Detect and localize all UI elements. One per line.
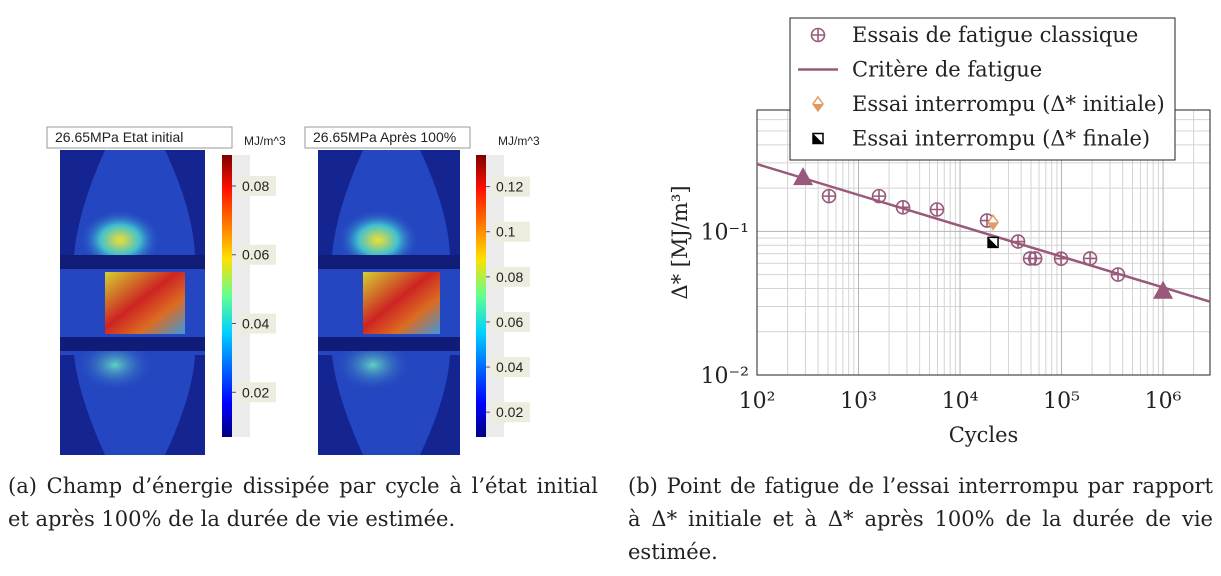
image-title: 26.65MPa Après 100% xyxy=(313,129,456,145)
marker-plus xyxy=(930,203,944,217)
title-box xyxy=(46,126,233,149)
x-tick-label: 10⁵ xyxy=(1043,389,1080,414)
colorbar-bg xyxy=(486,155,504,437)
marker-plus xyxy=(811,28,825,42)
tick-label-bg xyxy=(492,221,530,242)
colorbar-tick-label: 0.12 xyxy=(496,179,523,195)
field-image: 26.65MPa Après 100% MJ/m^3 0.12 0.1 0.08 0.06… xyxy=(304,126,540,455)
warm-zone xyxy=(335,339,411,391)
colorbar-tick-label: 0.06 xyxy=(496,314,523,330)
slot xyxy=(318,337,460,351)
tick-label-bg xyxy=(492,311,530,332)
tick-label-bg xyxy=(238,313,276,334)
colorbar-label: MJ/m^3 xyxy=(244,134,286,148)
legend-label: Essais de fatigue classique xyxy=(852,23,1138,47)
colorbar-bg xyxy=(232,155,250,437)
specimen-edge xyxy=(318,355,363,455)
marker-triangle xyxy=(793,167,814,186)
specimen-edge xyxy=(60,355,105,455)
tick-label-bg xyxy=(492,176,530,197)
tick-label-bg xyxy=(492,266,530,287)
colorbar xyxy=(222,155,232,437)
marker-diamond-half xyxy=(813,104,823,111)
marker-square-half xyxy=(813,133,823,144)
slot xyxy=(60,255,205,269)
colorbar-tick-label: 0.04 xyxy=(242,316,269,332)
marker-plus xyxy=(1028,251,1042,265)
slot xyxy=(60,337,205,351)
colorbar-tick-label: 0.1 xyxy=(496,224,516,240)
y-axis-label: Δ* [MJ/m³] xyxy=(668,185,692,299)
colorbar-tick-label: 0.08 xyxy=(496,269,523,285)
marker xyxy=(812,95,824,113)
marker-plus xyxy=(822,189,836,203)
marker xyxy=(1027,251,1043,266)
x-tick-label: 10³ xyxy=(840,389,877,414)
tick-label-bg xyxy=(238,175,276,196)
marker xyxy=(793,167,814,186)
figure: 26.65MPa Etat initial MJ/m^3 0.08 0.06 0.04 0… xyxy=(46,17,1211,455)
slot xyxy=(318,255,460,269)
y-tick-label: 10⁻¹ xyxy=(701,220,749,245)
warm-zone xyxy=(77,339,153,391)
criterion-line xyxy=(756,162,1211,303)
image-title: 26.65MPa Etat initial xyxy=(55,129,183,145)
x-tick-label: 10² xyxy=(739,389,776,414)
x-tick-label: 10⁶ xyxy=(1145,389,1182,414)
y-tick-label: 10⁻² xyxy=(701,364,749,389)
marker xyxy=(987,236,999,249)
colorbar-tick-label: 0.04 xyxy=(496,359,523,375)
marker xyxy=(1153,280,1174,299)
specimen-edge xyxy=(165,150,205,255)
colorbar-tick-label: 0.02 xyxy=(496,404,523,420)
caption-b: (b) Point de fatigue de l’essai interrom… xyxy=(628,474,1213,564)
tick-label-bg xyxy=(238,244,276,265)
marker-square-half xyxy=(988,237,999,248)
title-box xyxy=(304,126,471,149)
marker xyxy=(987,214,999,231)
marker xyxy=(812,132,824,145)
colorbar-tick-label: 0.06 xyxy=(242,247,269,263)
colorbar xyxy=(476,155,486,437)
specimen-edge xyxy=(420,150,460,255)
hot-zone xyxy=(363,272,440,334)
legend-label: Essai interrompu (Δ* finale) xyxy=(852,127,1150,151)
marker-diamond-half xyxy=(988,222,999,230)
legend-label: Essai interrompu (Δ* initiale) xyxy=(852,92,1165,116)
caption-a: (a) Champ d’énergie dissipée par cycle à… xyxy=(8,474,598,531)
tick-label-bg xyxy=(238,382,276,403)
tick-label-bg xyxy=(492,402,530,423)
colorbar-tick-label: 0.08 xyxy=(242,178,269,194)
tick-label-bg xyxy=(492,357,530,378)
legend-box xyxy=(789,17,1176,161)
specimen-edge xyxy=(165,355,205,455)
marker-plus xyxy=(1083,251,1097,265)
marker xyxy=(929,202,945,217)
specimen-edge xyxy=(420,355,460,455)
marker-triangle xyxy=(1153,280,1174,299)
x-axis-label: Cycles xyxy=(949,423,1019,447)
hot-zone xyxy=(105,272,185,334)
marker xyxy=(810,27,826,43)
colorbar-tick-label: 0.02 xyxy=(242,384,269,400)
legend-label: Critère de fatigue xyxy=(852,58,1042,82)
marker xyxy=(871,188,887,204)
colorbar-label: MJ/m^3 xyxy=(498,134,540,148)
specimen-edge xyxy=(318,150,363,255)
x-tick-label: 10⁴ xyxy=(942,389,979,414)
specimen-edge xyxy=(60,150,105,255)
field-image: 26.65MPa Etat initial MJ/m^3 0.08 0.06 0.04 0… xyxy=(46,126,286,455)
marker xyxy=(821,188,837,204)
